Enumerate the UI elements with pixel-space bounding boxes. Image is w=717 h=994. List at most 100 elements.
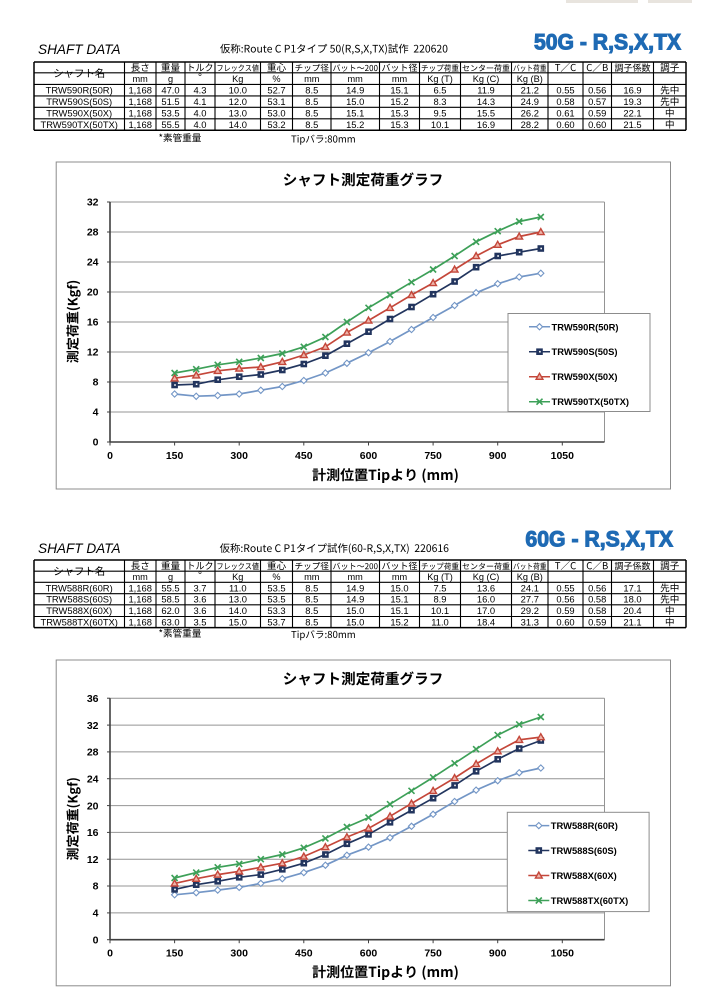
svg-text:16: 16 (87, 827, 99, 839)
svg-text:18.0: 18.0 (623, 594, 641, 605)
svg-text:450: 450 (295, 948, 313, 960)
svg-text:4.3: 4.3 (193, 85, 206, 96)
svg-text:°: ° (198, 73, 202, 84)
svg-text:28.2: 28.2 (521, 119, 539, 130)
svg-text:26.2: 26.2 (521, 108, 539, 119)
svg-text:15.1: 15.1 (390, 85, 408, 96)
svg-text:14.9: 14.9 (346, 85, 364, 96)
svg-text:0: 0 (93, 437, 99, 449)
svg-text:Kg (C): Kg (C) (473, 572, 500, 582)
svg-text:mm: mm (348, 74, 364, 84)
svg-text:mm: mm (304, 572, 320, 582)
svg-text:0.59: 0.59 (556, 605, 574, 616)
svg-text:750: 750 (424, 948, 442, 960)
svg-text:53.7: 53.7 (267, 616, 285, 627)
svg-text:300: 300 (230, 450, 248, 462)
svg-text:%: % (272, 74, 280, 84)
svg-text:53.1: 53.1 (267, 96, 285, 107)
svg-text:0.60: 0.60 (556, 616, 574, 627)
svg-text:24.1: 24.1 (521, 582, 539, 593)
svg-text:0: 0 (107, 450, 113, 462)
svg-text:%: % (272, 572, 280, 582)
svg-text:8.3: 8.3 (433, 96, 446, 107)
svg-text:17.1: 17.1 (623, 582, 641, 593)
svg-text:900: 900 (489, 450, 507, 462)
svg-text:TRW588TX(60TX): TRW588TX(60TX) (40, 616, 117, 627)
svg-text:TRW590R(50R): TRW590R(50R) (552, 321, 619, 332)
svg-text:0.59: 0.59 (588, 616, 606, 627)
svg-text:52.7: 52.7 (267, 85, 285, 96)
svg-text:24.9: 24.9 (521, 96, 539, 107)
svg-text:1050: 1050 (551, 948, 575, 960)
svg-text:17.0: 17.0 (477, 605, 495, 616)
svg-text:mm: mm (392, 572, 408, 582)
svg-text:53.5: 53.5 (267, 594, 285, 605)
svg-text:10.0: 10.0 (229, 85, 247, 96)
svg-text:1,168: 1,168 (128, 594, 151, 605)
svg-text:9.5: 9.5 (433, 108, 446, 119)
svg-text:0.56: 0.56 (588, 85, 606, 96)
svg-text:36: 36 (87, 693, 99, 705)
svg-text:Kg (T): Kg (T) (427, 572, 453, 582)
svg-text:450: 450 (295, 450, 313, 462)
svg-text:SHAFT DATA: SHAFT DATA (38, 42, 121, 57)
svg-text:8.5: 8.5 (305, 594, 318, 605)
svg-text:62.0: 62.0 (161, 605, 179, 616)
svg-text:3.5: 3.5 (193, 616, 206, 627)
svg-text:Kg (B): Kg (B) (517, 572, 543, 582)
svg-text:20: 20 (87, 800, 99, 812)
svg-text:600: 600 (360, 948, 378, 960)
svg-text:7.5: 7.5 (433, 582, 446, 593)
svg-text:15.1: 15.1 (390, 594, 408, 605)
svg-text:1,168: 1,168 (128, 85, 151, 96)
svg-text:4: 4 (93, 407, 99, 419)
svg-text:Kg (C): Kg (C) (473, 74, 500, 84)
svg-text:14.0: 14.0 (229, 119, 247, 130)
svg-text:15.1: 15.1 (390, 605, 408, 616)
svg-text:4.1: 4.1 (193, 96, 206, 107)
svg-text:16.9: 16.9 (477, 119, 495, 130)
svg-text:63.0: 63.0 (161, 616, 179, 627)
svg-text:20.4: 20.4 (623, 605, 641, 616)
svg-text:8.5: 8.5 (305, 616, 318, 627)
svg-text:0.56: 0.56 (588, 582, 606, 593)
svg-text:TRW590R(50R): TRW590R(50R) (46, 85, 113, 96)
svg-text:28: 28 (87, 747, 99, 759)
svg-text:6.5: 6.5 (433, 85, 446, 96)
svg-text:8.5: 8.5 (305, 96, 318, 107)
svg-text:0.58: 0.58 (588, 594, 606, 605)
svg-text:mm: mm (348, 572, 364, 582)
svg-text:TRW590TX(50TX): TRW590TX(50TX) (40, 119, 117, 130)
svg-text:14.0: 14.0 (229, 605, 247, 616)
svg-text:13.6: 13.6 (477, 582, 495, 593)
svg-text:0: 0 (107, 948, 113, 960)
svg-text:21.5: 21.5 (623, 119, 641, 130)
svg-text:1,168: 1,168 (128, 605, 151, 616)
svg-text:47.0: 47.0 (161, 85, 179, 96)
svg-text:10.1: 10.1 (431, 119, 449, 130)
svg-text:TRW588X(60X): TRW588X(60X) (551, 870, 617, 881)
svg-text:0.59: 0.59 (588, 108, 606, 119)
svg-text:mm: mm (133, 74, 149, 84)
svg-text:g: g (168, 572, 173, 582)
svg-text:27.7: 27.7 (521, 594, 539, 605)
svg-text:60G - R,S,X,TX: 60G - R,S,X,TX (525, 527, 673, 552)
svg-text:20: 20 (87, 287, 99, 299)
svg-text:24: 24 (87, 773, 99, 785)
svg-text:1,168: 1,168 (128, 96, 151, 107)
svg-text:mm: mm (304, 74, 320, 84)
svg-text:51.5: 51.5 (161, 96, 179, 107)
svg-text:22.1: 22.1 (623, 108, 641, 119)
svg-text:11.0: 11.0 (431, 616, 449, 627)
svg-text:15.3: 15.3 (390, 119, 408, 130)
svg-text:8.5: 8.5 (305, 119, 318, 130)
svg-text:19.3: 19.3 (623, 96, 641, 107)
svg-text:1,168: 1,168 (128, 616, 151, 627)
svg-text:8.5: 8.5 (305, 85, 318, 96)
svg-text:15.0: 15.0 (346, 605, 364, 616)
svg-text:Kg: Kg (232, 74, 243, 84)
svg-text:14.9: 14.9 (346, 582, 364, 593)
svg-text:300: 300 (230, 948, 248, 960)
svg-text:TRW590S(50S): TRW590S(50S) (552, 346, 618, 357)
svg-text:TRW590X(50X): TRW590X(50X) (46, 108, 112, 119)
